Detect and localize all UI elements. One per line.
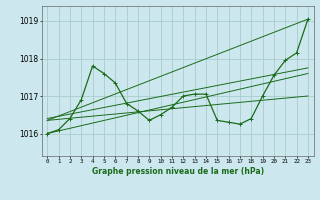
X-axis label: Graphe pression niveau de la mer (hPa): Graphe pression niveau de la mer (hPa) [92, 167, 264, 176]
